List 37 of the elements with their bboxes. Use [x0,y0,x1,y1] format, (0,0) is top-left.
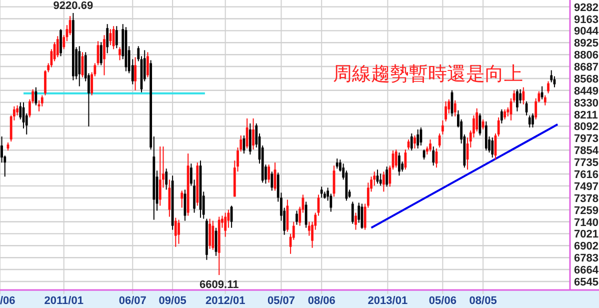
y-tick-label: 8568 [574,73,598,86]
x-tick-label: 2011/01 [44,295,84,307]
y-tick-label: 7973 [574,133,598,146]
x-tick-label: 09/05 [158,295,186,307]
y-tick-label: 7854 [574,145,599,158]
y-tick-label: 8330 [574,97,598,110]
y-tick-label: 8925 [574,38,598,50]
x-tick-label: 06/07 [118,295,146,307]
y-tick-label: 7259 [574,204,598,217]
y-tick-label: 8211 [574,109,598,122]
x-tick-label: 05/07 [267,295,295,307]
y-tick-label: 6783 [574,252,598,265]
y-tick-label: 6664 [574,264,599,277]
y-tick-label: 7616 [574,169,598,181]
y-tick-label: 6902 [574,240,598,253]
x-tick-label: /06 [0,295,16,307]
x-tick-label: 08/05 [469,295,497,307]
x-tick-label: 2013/01 [368,295,408,307]
y-tick-label: 8092 [574,121,598,134]
y-tick-label: 9044 [574,26,599,38]
x-tick-label: 2012/01 [205,295,246,307]
y-tick-label: 9282 [574,2,598,14]
y-tick-label: 7140 [574,216,598,229]
x-tick-label: 05/06 [428,295,456,307]
annotation: 周線趨勢暫時還是向上 [333,64,523,85]
y-tick-label: 7378 [574,192,598,205]
y-tick-label: 7497 [574,180,598,193]
x-tick-label: 08/06 [308,295,336,307]
y-tick-label: 8687 [574,62,598,74]
y-tick-label: 7021 [574,228,598,241]
y-tick-label: 8806 [574,50,598,62]
y-tick-label: 8449 [574,85,598,98]
y-tick-label: 6545 [574,276,598,288]
y-tick-label: 9163 [574,14,598,26]
annotation: 6609.11 [200,279,239,292]
y-tick-label: 7735 [574,157,598,170]
annotation: 9220.69 [53,0,94,12]
